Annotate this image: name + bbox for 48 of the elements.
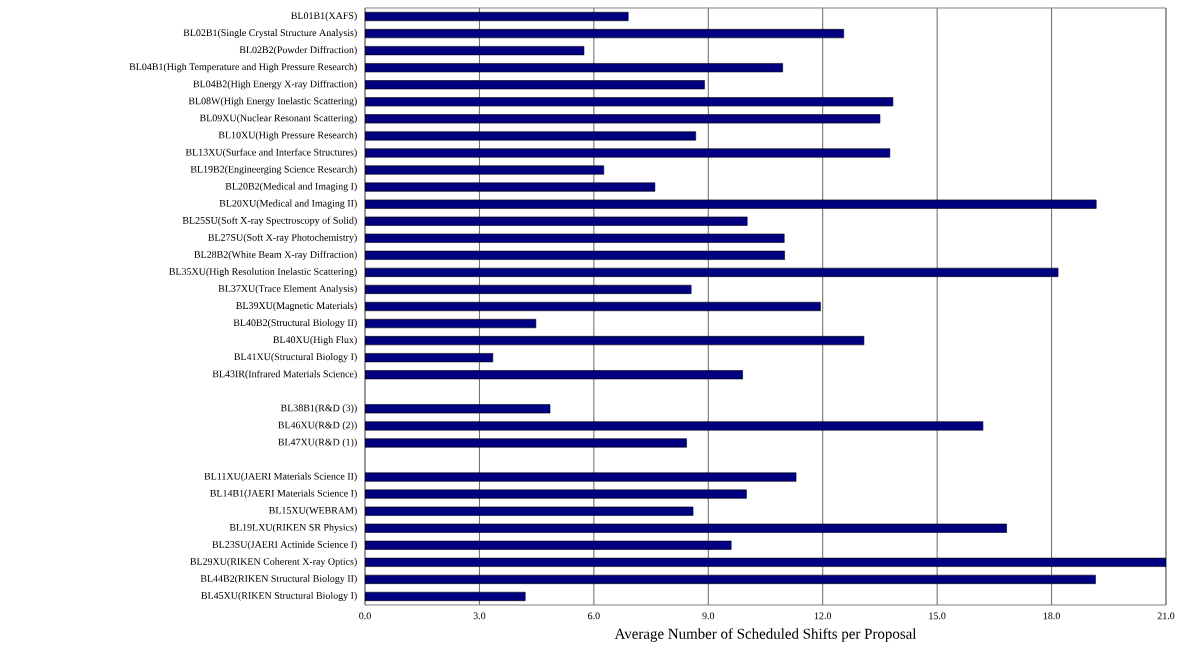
y-tick-label: BL08W(High Energy Inelastic Scattering) xyxy=(188,97,357,107)
x-tick-label: 15.0 xyxy=(929,612,946,620)
y-tick-label: BL40B2(Structural Biology II) xyxy=(233,319,357,329)
x-tick-label: 9.0 xyxy=(702,612,715,620)
y-tick-label: BL40XU(High Flux) xyxy=(273,336,357,346)
y-tick-label: BL02B1(Single Crystal Structure Analysis) xyxy=(183,29,357,39)
y-tick-label: BL13XU(Surface and Interface Structures) xyxy=(185,148,357,158)
y-tick-label: BL04B1(High Temperature and High Pressure Research) xyxy=(129,63,357,73)
bar xyxy=(365,472,797,482)
bar xyxy=(365,148,891,158)
y-tick-label: BL39XU(Magnetic Materials) xyxy=(236,301,357,312)
x-tick-label: 6.0 xyxy=(588,612,600,620)
y-tick-label: BL15XU(WEBRAM) xyxy=(268,506,357,516)
y-tick-label: BL47XU(R&D (1)) xyxy=(278,438,357,448)
x-tick-label: 18.0 xyxy=(1043,612,1060,620)
y-tick-label: BL43IR(Infrared Materials Science) xyxy=(212,370,357,380)
y-tick-label: BL02B2(Powder Diffraction) xyxy=(239,46,357,56)
x-axis-title: Average Number of Scheduled Shifts per Proposal xyxy=(614,628,917,642)
y-tick-label: BL37XU(Trace Element Analysis) xyxy=(218,284,357,294)
y-tick-label: BL19B2(Engineerging Science Research) xyxy=(190,165,357,175)
y-tick-label: BL20XU(Medical and Imaging II) xyxy=(219,199,357,209)
x-tick-label: 0.0 xyxy=(359,612,371,620)
bar xyxy=(365,165,605,175)
y-tick-label: BL38B1(R&D (3)) xyxy=(280,404,357,414)
y-tick-label: BL11XU(JAERI Materials Science II) xyxy=(204,472,357,482)
bar xyxy=(365,438,687,448)
x-tick-label: 21.0 xyxy=(1157,612,1175,620)
y-tick-label: BL44B2(RIKEN Structural Biology II) xyxy=(200,574,357,584)
y-tick-label: BL04B2(High Energy X-ray Diffraction) xyxy=(193,80,357,90)
y-tick-label: BL09XU(Nuclear Resonant Scattering) xyxy=(199,114,357,124)
x-tick-label: 12.0 xyxy=(814,612,832,620)
bar xyxy=(365,131,697,141)
y-tick-label: BL41XU(Structural Biology I) xyxy=(234,353,357,363)
bar xyxy=(365,182,656,192)
y-tick-label: BL25SU(Soft X-ray Spectroscopy of Solid) xyxy=(182,216,357,226)
y-tick-label: BL45XU(RIKEN Structural Biology I) xyxy=(201,591,357,601)
y-tick-label: BL23SU(JAERI Actinide Science I) xyxy=(212,540,357,550)
y-tick-label: BL20B2(Medical and Imaging I) xyxy=(225,182,357,192)
y-tick-label: BL10XU(High Pressure Research) xyxy=(218,131,357,141)
y-tick-label: BL29XU(RIKEN Coherent X-ray Optics) xyxy=(190,557,357,567)
y-tick-label: BL19LXU(RIKEN SR Physics) xyxy=(229,523,357,533)
y-tick-label: BL46XU(R&D (2)) xyxy=(278,421,357,431)
y-tick-label: BL27SU(Soft X-ray Photochemistry) xyxy=(208,233,357,243)
y-tick-label: BL14B1(JAERI Materials Science I) xyxy=(210,489,357,499)
y-tick-label: BL01B1(XAFS) xyxy=(291,12,357,22)
y-tick-label: BL35XU(High Resolution Inelastic Scattering) xyxy=(169,267,357,277)
x-tick-label: 3.0 xyxy=(473,612,486,620)
y-tick-label: BL28B2(White Beam X-ray Diffraction) xyxy=(194,250,357,260)
